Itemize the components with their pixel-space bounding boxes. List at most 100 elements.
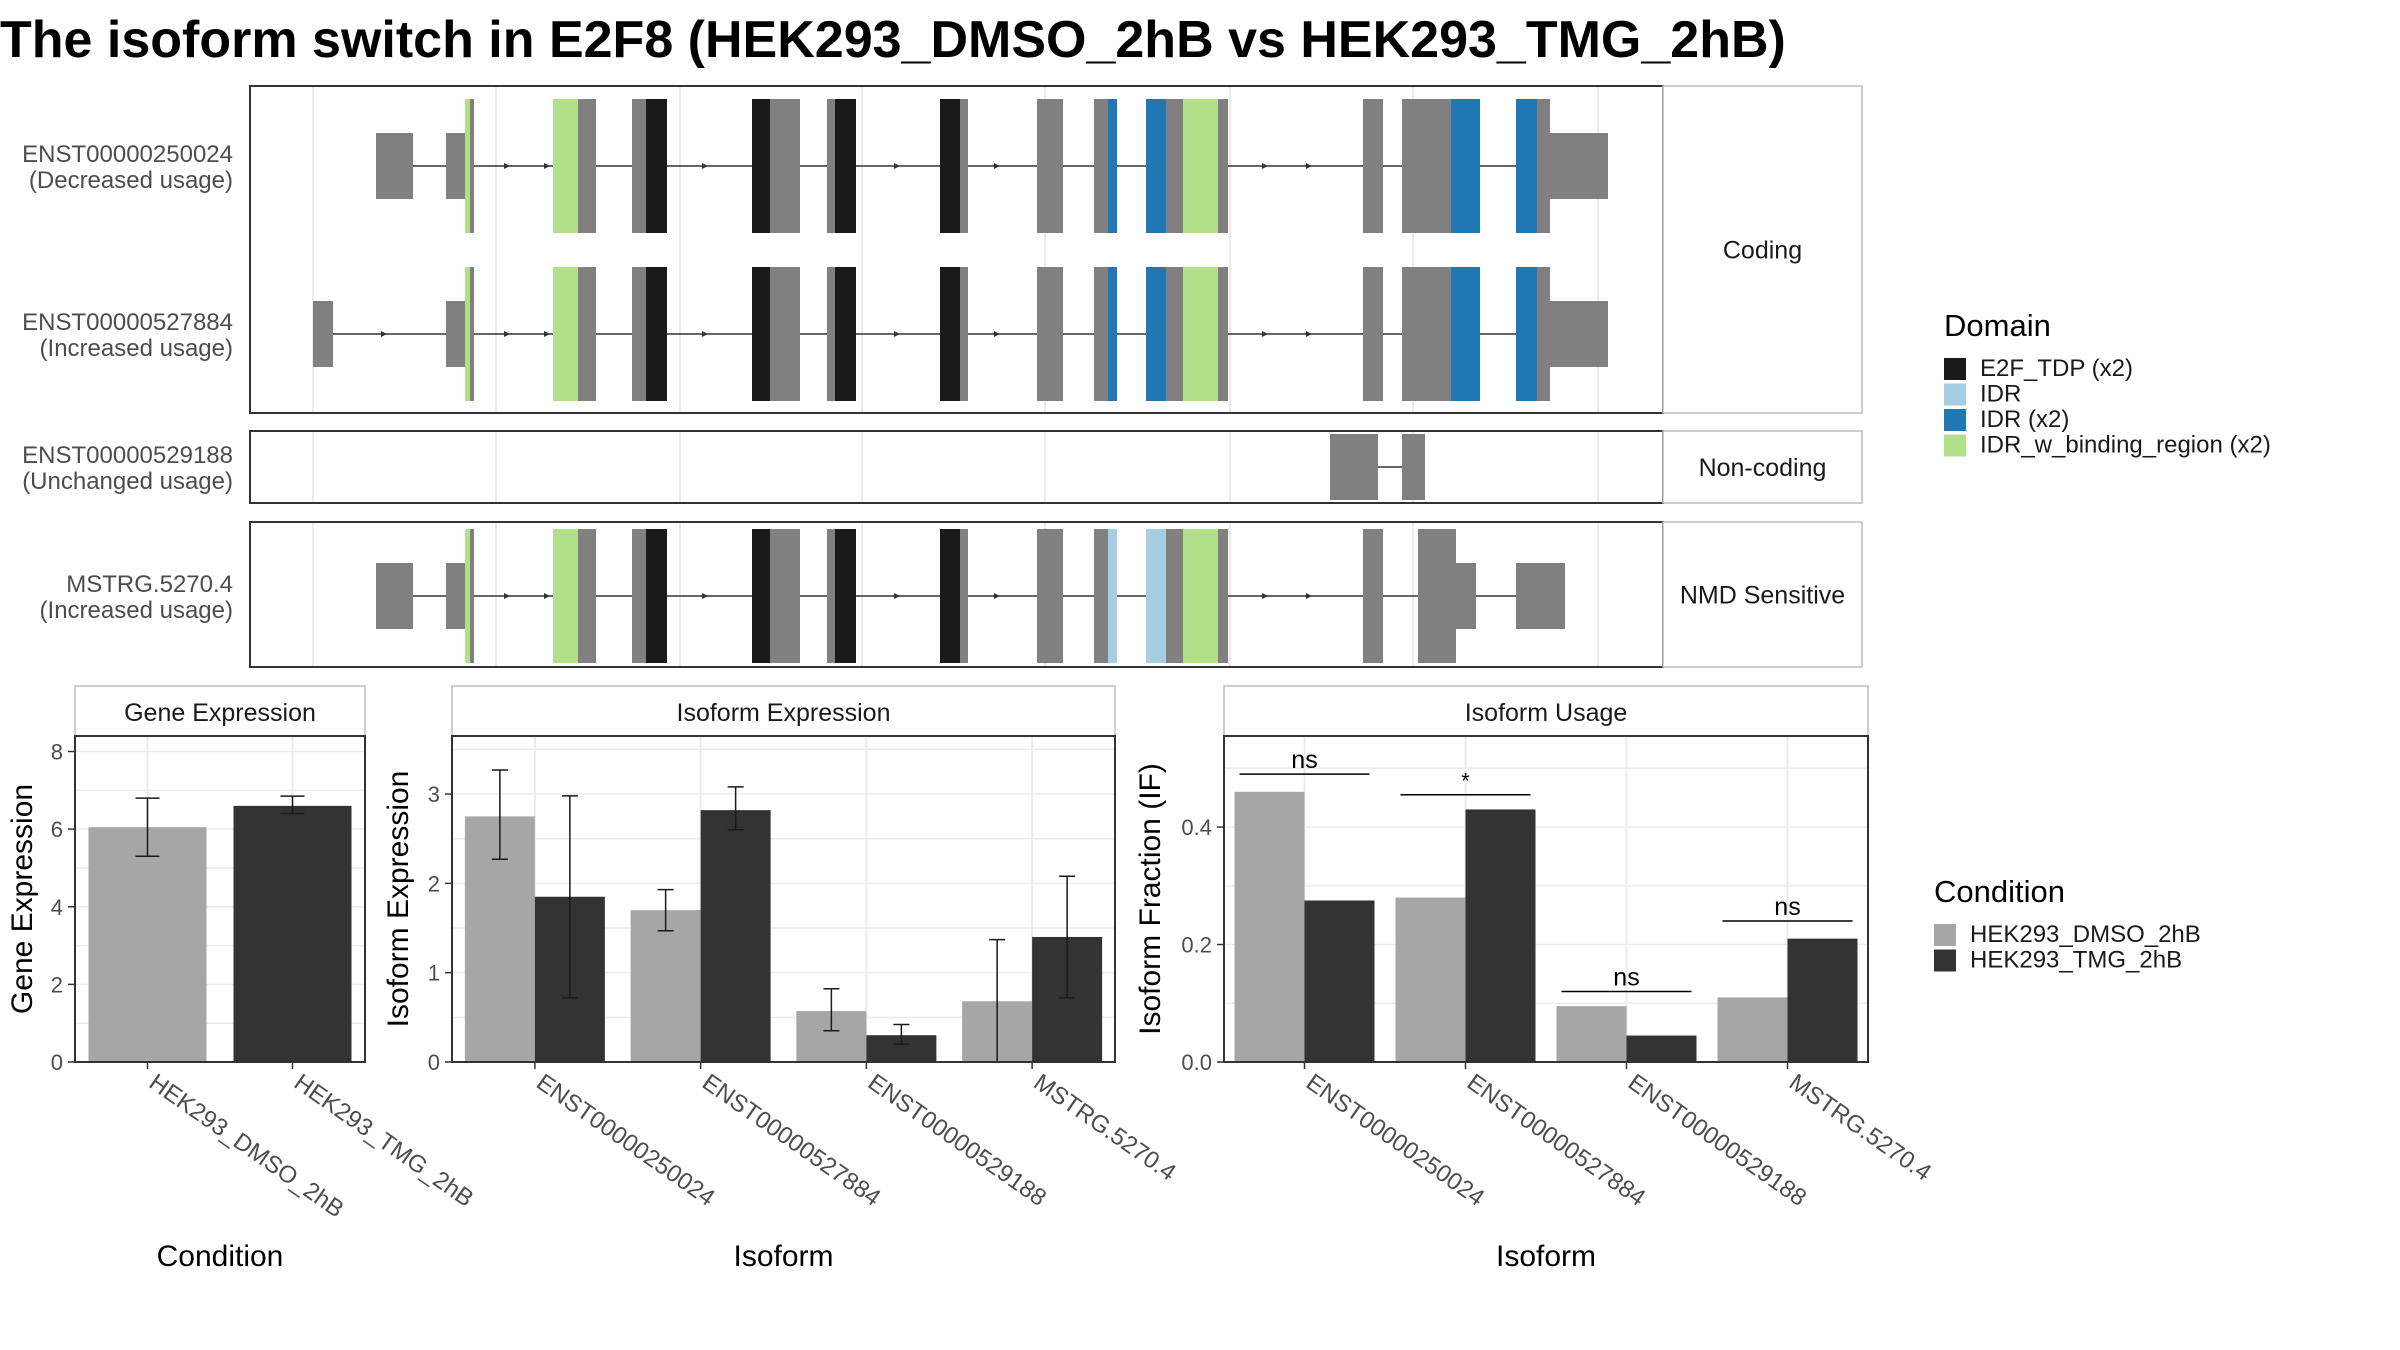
intron-arrow xyxy=(544,331,550,337)
y-tick-label: 2 xyxy=(428,871,440,896)
domain-segment xyxy=(1146,99,1166,233)
legend-label: IDR xyxy=(1980,381,2021,408)
domain-segment xyxy=(1146,529,1166,663)
exon xyxy=(770,267,800,401)
exon xyxy=(1363,529,1383,663)
domain-segment xyxy=(1451,267,1480,401)
domain-segment xyxy=(553,529,578,663)
intron-arrow xyxy=(994,163,1000,169)
error-bar xyxy=(561,795,578,999)
intron-arrow xyxy=(702,331,708,337)
domain-segment xyxy=(1451,99,1480,233)
y-tick-label: 0.0 xyxy=(1181,1050,1212,1075)
transcript-usage: (Unchanged usage) xyxy=(22,468,233,495)
figure-title: The isoform switch in E2F8 (HEK293_DMSO_… xyxy=(0,11,1786,69)
exon xyxy=(578,267,596,401)
domain-segment xyxy=(646,529,667,663)
exon xyxy=(1218,267,1228,401)
panel-title: Isoform Expression xyxy=(677,699,891,727)
exon xyxy=(827,267,835,401)
exon xyxy=(376,563,413,629)
bar xyxy=(1465,809,1536,1062)
bar xyxy=(1395,897,1466,1062)
domain-segment xyxy=(752,267,770,401)
transcript-id: ENST00000250024 xyxy=(22,141,233,168)
error-bar xyxy=(823,988,840,1032)
domain-segment xyxy=(646,267,667,401)
exon xyxy=(446,563,466,629)
legend-swatch xyxy=(1944,383,1966,406)
transcript-id: ENST00000529188 xyxy=(22,442,233,469)
domain-segment xyxy=(940,529,960,663)
y-tick-label: 2 xyxy=(51,972,63,997)
panel-border xyxy=(451,735,1116,1063)
legend-title: Domain xyxy=(1944,308,2051,343)
legend-swatch xyxy=(1944,409,1966,431)
exon xyxy=(578,529,596,663)
x-tick-label: ENST00000250024 xyxy=(531,1069,719,1212)
exon xyxy=(1402,99,1451,233)
panel-border xyxy=(1223,735,1869,1063)
y-axis-title: Isoform Expression xyxy=(382,771,415,1028)
domain-segment xyxy=(646,99,667,233)
exon xyxy=(1094,99,1108,233)
x-tick-label: ENST00000529188 xyxy=(1623,1069,1811,1212)
domain-segment xyxy=(465,267,470,401)
x-tick-label: ENST00000527884 xyxy=(697,1069,885,1212)
domain-segment xyxy=(1108,529,1117,663)
exon xyxy=(1550,133,1608,199)
error-bar xyxy=(135,797,160,858)
strip-box xyxy=(1662,521,1863,668)
y-tick-label: 4 xyxy=(51,895,63,920)
exon xyxy=(827,99,835,233)
strip-box xyxy=(451,685,1116,737)
y-axis-title: Isoform Fraction (IF) xyxy=(1134,763,1167,1035)
exon xyxy=(1037,267,1063,401)
exon xyxy=(1166,529,1183,663)
x-tick-label: MSTRG.5270.4 xyxy=(1784,1069,1936,1187)
error-bar xyxy=(657,888,674,932)
panel-border xyxy=(74,735,366,1063)
bar xyxy=(1556,1006,1627,1062)
intron-arrow xyxy=(544,163,550,169)
strip-box xyxy=(1662,85,1863,414)
domain-segment xyxy=(940,267,960,401)
intron-arrow xyxy=(994,593,1000,599)
intron-arrow xyxy=(544,593,550,599)
bar xyxy=(1787,938,1858,1062)
bar-chart: Isoform Expression0123ENST00000250024ENS… xyxy=(382,685,1181,1273)
y-tick-label: 0.4 xyxy=(1181,815,1212,840)
exon xyxy=(1363,267,1383,401)
transcript-track: ENST00000529188(Unchanged usage) xyxy=(22,434,1425,500)
exon xyxy=(1537,99,1550,233)
panel-title: Isoform Usage xyxy=(1465,699,1628,727)
domain-segment xyxy=(1183,267,1218,401)
exon xyxy=(313,301,333,367)
x-axis-title: Isoform xyxy=(1496,1240,1596,1273)
domain-segment xyxy=(465,99,470,233)
domain-segment xyxy=(752,99,770,233)
legend-label: IDR_w_binding_region (x2) xyxy=(1980,432,2271,459)
exon xyxy=(1402,434,1425,500)
x-tick-label: ENST00000527884 xyxy=(1462,1069,1650,1212)
exon xyxy=(446,301,466,367)
significance-label: ns xyxy=(1613,964,1639,992)
strip-box xyxy=(1662,430,1863,504)
intron-arrow xyxy=(504,593,510,599)
legend-label: E2F_TDP (x2) xyxy=(1980,355,2133,382)
domain-segment xyxy=(1108,99,1117,233)
transcript-usage: (Increased usage) xyxy=(40,597,233,624)
exon xyxy=(1218,529,1228,663)
strip-label: NMD Sensitive xyxy=(1680,582,1845,610)
y-tick-label: 8 xyxy=(51,740,63,765)
y-tick-label: 0 xyxy=(51,1050,63,1075)
legend-swatch xyxy=(1934,949,1956,972)
exon xyxy=(376,133,413,199)
panel-background xyxy=(250,431,1663,503)
intron-arrow xyxy=(702,163,708,169)
transcript-track: ENST00000250024(Decreased usage) xyxy=(22,99,1608,233)
bar xyxy=(233,805,352,1062)
bar xyxy=(1626,1035,1697,1062)
